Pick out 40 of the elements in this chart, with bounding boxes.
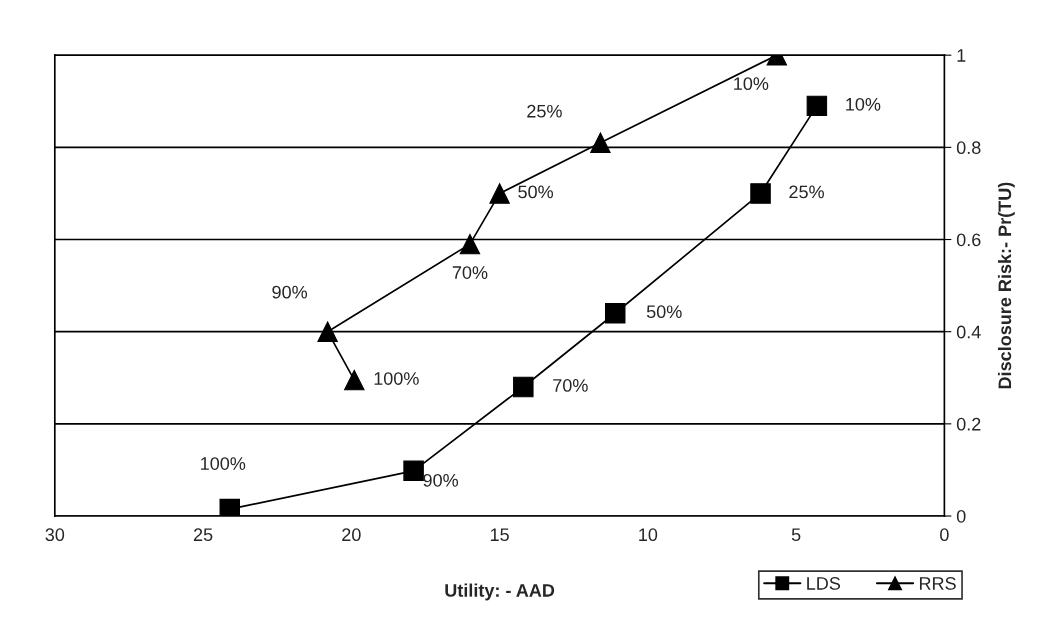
annotation: 90% <box>423 473 459 487</box>
point <box>317 321 338 342</box>
annotation: 25% <box>527 104 562 118</box>
x-tick-label: 0 <box>940 528 949 542</box>
x-axis-title: Utility: - AAD <box>445 583 555 601</box>
point <box>513 376 534 398</box>
x-tick-label: 10 <box>639 528 658 542</box>
y-tick-label: 0.8 <box>956 141 981 155</box>
legend-label: RRS <box>919 577 956 590</box>
x-tick-label: 5 <box>791 528 801 542</box>
y-tick-label: 1 <box>957 49 966 62</box>
annotation: 10% <box>734 77 769 91</box>
y-tick-label: 0 <box>956 509 966 523</box>
y-tick-label: 0.4 <box>956 325 981 339</box>
y-tick-label: 0.6 <box>956 233 981 247</box>
point <box>590 132 611 153</box>
annotation: 70% <box>452 266 488 279</box>
annotation: 50% <box>646 305 682 319</box>
x-tick-label: 30 <box>45 528 65 542</box>
annotation: 10% <box>846 97 881 111</box>
y-axis-title: Disclosure Risk:- Pr(TU) <box>997 182 1015 389</box>
annotation: 90% <box>272 285 308 299</box>
point <box>219 498 240 517</box>
annotation: 100% <box>201 457 246 470</box>
point <box>806 95 828 117</box>
x-tick-label: 15 <box>490 528 509 542</box>
legend-label: LDS <box>807 577 841 590</box>
point <box>750 183 771 204</box>
point <box>605 303 626 324</box>
x-tick-label: 20 <box>342 528 361 542</box>
annotation: 70% <box>553 379 588 392</box>
annotation: 50% <box>518 185 554 199</box>
annotation: 100% <box>374 372 419 385</box>
x-tick-label: 25 <box>193 528 213 542</box>
annotation: 25% <box>789 185 824 199</box>
point <box>344 369 365 391</box>
point <box>459 233 481 255</box>
y-tick-label: 0.2 <box>956 417 981 431</box>
point <box>489 183 510 204</box>
point <box>403 460 424 482</box>
